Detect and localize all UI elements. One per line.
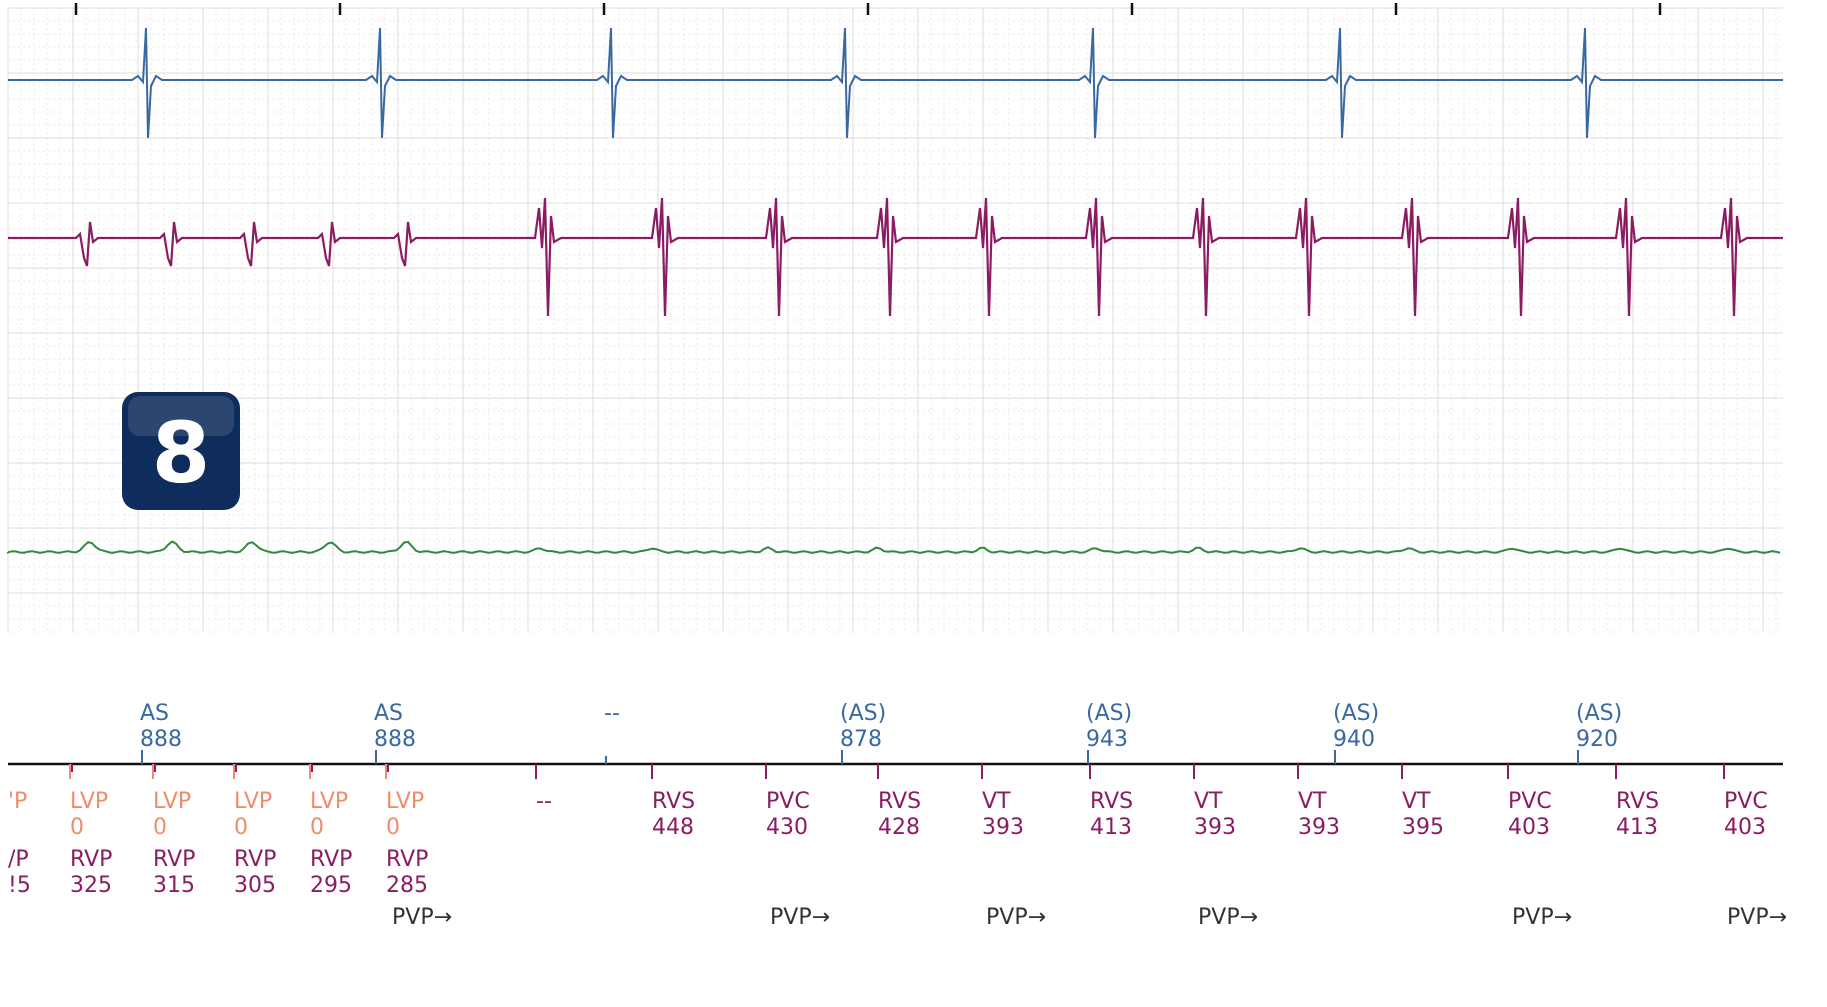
pvp-marker: PVP→ [770,905,830,930]
atrial-egm-trace [8,27,1783,139]
ventricular-marker-interval: 395 [1402,815,1444,840]
pvp-marker: PVP→ [986,905,1046,930]
badge: 8 [122,392,240,510]
ventricular-marker-interval: 393 [1194,815,1236,840]
ventricular-marker-label: RVS [1090,789,1133,814]
badge-number: 8 [152,404,210,502]
atrial-marker-label: (AS) [1333,701,1379,726]
ventricular-marker-interval: 0 [70,815,84,840]
pvp-marker: PVP→ [1198,905,1258,930]
ventricular-marker-label: LVP [310,789,348,814]
atrial-marker-label: AS [374,701,403,726]
rvp-marker-interval: 325 [70,873,112,898]
badge-background [122,392,240,510]
ventricular-marker-label: LVP [234,789,272,814]
ventricular-marker-interval: 413 [1616,815,1658,840]
pvp-marker-channel: PVP→ PVP→ PVP→ PVP→ PVP→ PVP→ [392,905,1787,930]
rvp-marker-interval: !5 [8,873,31,898]
ventricular-marker-label: VT [982,789,1011,814]
atrial-marker-interval: 940 [1333,727,1375,752]
far-field-egm-trace [7,540,1781,554]
ventricular-marker-label: VT [1194,789,1223,814]
rvp-marker-label: RVP [70,847,112,872]
ventricular-marker-interval: 0 [153,815,167,840]
ventricular-marker-interval: 403 [1508,815,1550,840]
ventricular-marker-channel: 'P/P!5LVP0RVP325LVP0RVP315LVP0RVP305LVP0… [8,764,1768,898]
ventricular-marker-interval: 413 [1090,815,1132,840]
ventricular-marker-interval: 0 [386,815,400,840]
atrial-marker-label: (AS) [840,701,886,726]
ventricular-marker-label: PVC [1724,789,1768,814]
rvp-marker-interval: 285 [386,873,428,898]
ventricular-marker-label: LVP [153,789,191,814]
ventricular-marker-label: -- [536,789,552,814]
atrial-marker-interval: 878 [840,727,882,752]
atrial-marker-interval: 943 [1086,727,1128,752]
ventricular-marker-label: 'P [8,789,27,814]
ventricular-marker-label: LVP [386,789,424,814]
ventricular-marker-label: RVS [652,789,695,814]
ventricular-marker-label: PVC [766,789,810,814]
atrial-marker-interval: 920 [1576,727,1618,752]
ventricular-marker-label: RVS [878,789,921,814]
atrial-marker-label: -- [604,701,620,726]
ventricular-marker-label: RVS [1616,789,1659,814]
badge-highlight [128,396,234,436]
ventricular-marker-label: VT [1298,789,1327,814]
atrial-marker-interval: 888 [140,727,182,752]
atrial-marker-label: (AS) [1086,701,1132,726]
ventricular-marker-interval: 393 [1298,815,1340,840]
pvp-marker: PVP→ [392,905,452,930]
ventricular-marker-interval: 0 [310,815,324,840]
rvp-marker-label: RVP [310,847,352,872]
ventricular-marker-label: PVC [1508,789,1552,814]
ventricular-marker-label: LVP [70,789,108,814]
ventricular-marker-interval: 393 [982,815,1024,840]
rvp-marker-label: RVP [153,847,195,872]
atrial-marker-interval: 888 [374,727,416,752]
ventricular-marker-label: VT [1402,789,1431,814]
ventricular-marker-interval: 403 [1724,815,1766,840]
atrial-marker-label: AS [140,701,169,726]
rvp-marker-interval: 295 [310,873,352,898]
ventricular-marker-interval: 430 [766,815,808,840]
ecg-grid [7,7,1783,633]
rvp-marker-interval: 315 [153,873,195,898]
rvp-marker-label: RVP [386,847,428,872]
ventricular-marker-interval: 428 [878,815,920,840]
rvp-marker-interval: 305 [234,873,276,898]
atrial-marker-label: (AS) [1576,701,1622,726]
rv-egm-trace [8,197,1783,317]
pvp-marker: PVP→ [1727,905,1787,930]
rvp-marker-label: RVP [234,847,276,872]
time-ticks [74,3,1662,15]
ventricular-marker-interval: 0 [234,815,248,840]
pvp-marker: PVP→ [1512,905,1572,930]
rvp-marker-label: /P [8,847,29,872]
ventricular-marker-interval: 448 [652,815,694,840]
